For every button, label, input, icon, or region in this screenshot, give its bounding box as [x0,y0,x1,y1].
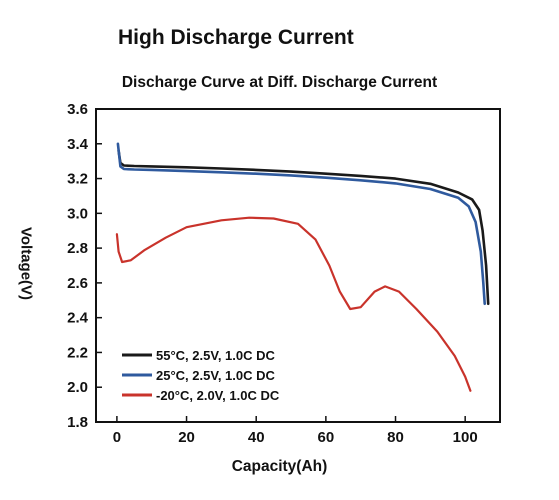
y-tick-label: 3.2 [67,171,88,188]
series-line-2 [116,142,486,306]
plot-area-frame [95,108,501,423]
legend-label: 55°C, 2.5V, 1.0C DC [156,348,276,363]
x-tick-label: 20 [178,429,195,446]
x-tick-label: 0 [113,429,121,446]
legend-label: 25°C, 2.5V, 1.0C DC [156,368,276,383]
legend-label: -20°C, 2.0V, 1.0C DC [156,388,280,403]
y-tick-label: 3.4 [67,136,89,153]
x-tick-label: 100 [453,429,478,446]
y-tick-label: 2.6 [67,275,88,292]
y-tick-label: 1.8 [67,414,88,431]
chart-title: Discharge Curve at Diff. Discharge Curre… [121,74,438,91]
x-tick-label: 60 [318,429,335,446]
legend: 55°C, 2.5V, 1.0C DC 25°C, 2.5V, 1.0C DC -2… [122,348,280,403]
y-tick-label: 2.4 [67,310,89,327]
x-axis-label: Capacity(Ah) [231,458,328,475]
series-layer [115,142,490,392]
series-line-3 [115,216,472,392]
y-tick-label: 2.0 [67,379,88,396]
y-tick-label: 3.6 [67,101,88,118]
y-tick-label: 2.2 [67,344,88,361]
y-tick-label: 3.0 [67,205,88,222]
x-axis-ticks: 0 20 40 60 80 100 [113,416,478,446]
y-axis-ticks: 1.8 2.0 2.2 2.4 2.6 2.8 3.0 3.2 3.4 3.6 [67,101,102,431]
page-heading: High Discharge Current [118,26,354,49]
x-tick-label: 80 [387,429,404,446]
x-tick-label: 40 [248,429,265,446]
y-tick-label: 2.8 [67,240,88,257]
series-line-1 [117,149,490,306]
